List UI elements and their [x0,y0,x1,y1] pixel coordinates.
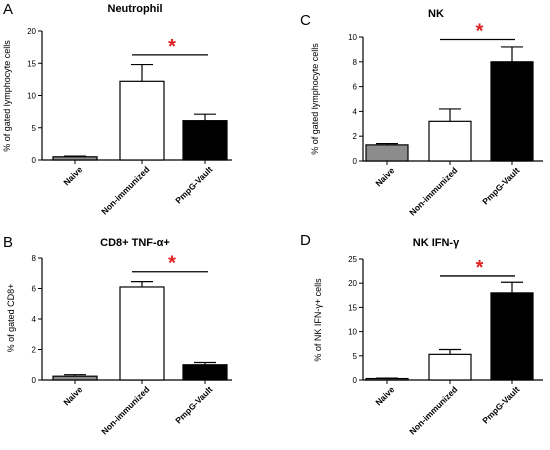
panel-b-category-label: PmpG-Vault [173,384,214,425]
panel-c-plot: 0 2 4 6 8 10 Naive Non-immunized PmpG-Vault * [348,20,543,217]
panel-d-bar-naive [365,377,409,381]
panel-a-bar-pmpg-vault [182,120,228,161]
panel-a-category-label: Naive [61,164,84,187]
panel-c-y-tick-label: 4 [353,107,358,116]
panel-c-category-label: Naive [373,165,396,188]
panel-b-bar-naive [52,375,98,381]
panel-c-bar-pmpg-vault [490,61,534,162]
panel-b-y-tick-label: 2 [32,346,37,355]
panel-c-y-tick-label: 8 [353,58,358,67]
panel-d-y-tick-label: 0 [353,376,358,385]
panel-a-y-tick-label: 10 [27,92,36,101]
panel-b-y-tick-label: 0 [32,376,37,385]
panel-c-category-label: Non-immunized [407,165,459,217]
panel-c: C NK % of gated lymphocyte cells 0 2 4 6 8 10… [300,8,543,217]
panel-c-y-tick-label: 2 [353,132,358,141]
panel-d-bar-pmpg-vault [490,292,534,381]
panel-c-y-tick-label: 10 [348,33,357,42]
panel-b-plot: 0 2 4 6 8 Naive Non-immunized PmpG-Vault * [32,253,232,436]
panel-d-y-tick-label: 5 [353,352,358,361]
panel-a-category-label: PmpG-Vault [173,164,214,205]
panel-b-category-label: Naive [61,384,84,407]
panel-a-category-label: Non-immunized [99,164,151,216]
panel-c-significance-star: * [476,20,484,42]
panel-a-y-axis-label: % of gated lymphocyte cells [2,40,12,152]
panel-a-plot: 0 5 10 15 20 Naive Non-immunized PmpG-Vault * [27,27,232,216]
panel-a: A Neutrophil % of gated lymphocyte cells… [2,1,232,216]
panel-d-category-label: PmpG-Vault [480,384,521,425]
panel-d-y-tick-label: 20 [348,279,357,288]
panel-a-bar-naive [52,156,98,161]
panel-c-letter: C [300,12,311,29]
panel-d-title: NK IFN-γ [413,237,460,249]
panel-d-category-label: Non-immunized [407,384,459,436]
panel-a-letter: A [3,1,13,18]
panel-b-letter: B [3,234,13,251]
panel-b-significance-star: * [168,253,176,275]
panel-a-y-tick-label: 15 [27,59,36,68]
panel-d-y-tick-label: 25 [348,255,357,264]
panel-d-letter: D [300,232,311,249]
panel-c-title: NK [428,8,444,20]
panel-c-y-axis-label: % of gated lymphocyte cells [310,43,320,155]
panel-a-y-tick-label: 20 [27,27,36,36]
panel-b-y-axis-label: % of gated CD8+ [6,284,16,353]
panel-d-bar-non-immunized [428,353,472,381]
panel-b-bar-non-immunized [119,286,165,381]
panel-a-bar-non-immunized [119,80,165,161]
panel-b: B CD8+ TNF-α+ % of gated CD8+ 0 2 4 6 8 Naive… [3,234,232,436]
panel-c-category-label: PmpG-Vault [480,165,521,206]
panel-a-y-tick-label: 0 [32,156,37,165]
panel-c-bar-naive [365,144,409,162]
panel-c-y-tick-label: 6 [353,83,358,92]
panel-d-significance-star: * [476,257,484,279]
panel-d: D NK IFN-γ % of NK IFN-γ+ cells 0 5 10 15 20… [300,232,543,436]
panel-a-title: Neutrophil [108,3,163,15]
panel-d-y-tick-label: 10 [348,328,357,337]
panel-d-category-label: Naive [373,384,396,407]
panel-c-bar-non-immunized [428,120,472,162]
panel-d-y-axis-label: % of NK IFN-γ+ cells [313,278,323,362]
panel-a-significance-star: * [168,36,176,58]
panel-d-y-tick-label: 15 [348,303,357,312]
panel-b-title: CD8+ TNF-α+ [100,237,170,249]
panel-b-y-tick-label: 8 [32,254,37,263]
panel-a-y-tick-label: 5 [32,124,37,133]
panel-b-category-label: Non-immunized [99,384,151,436]
panel-b-y-tick-label: 6 [32,285,37,294]
panel-b-bar-pmpg-vault [182,364,228,381]
panel-d-plot: 0 5 10 15 20 25 Naive Non-immunized PmpG-Vault * [348,255,543,436]
panel-c-y-tick-label: 0 [353,157,358,166]
panel-b-y-tick-label: 4 [32,315,37,324]
